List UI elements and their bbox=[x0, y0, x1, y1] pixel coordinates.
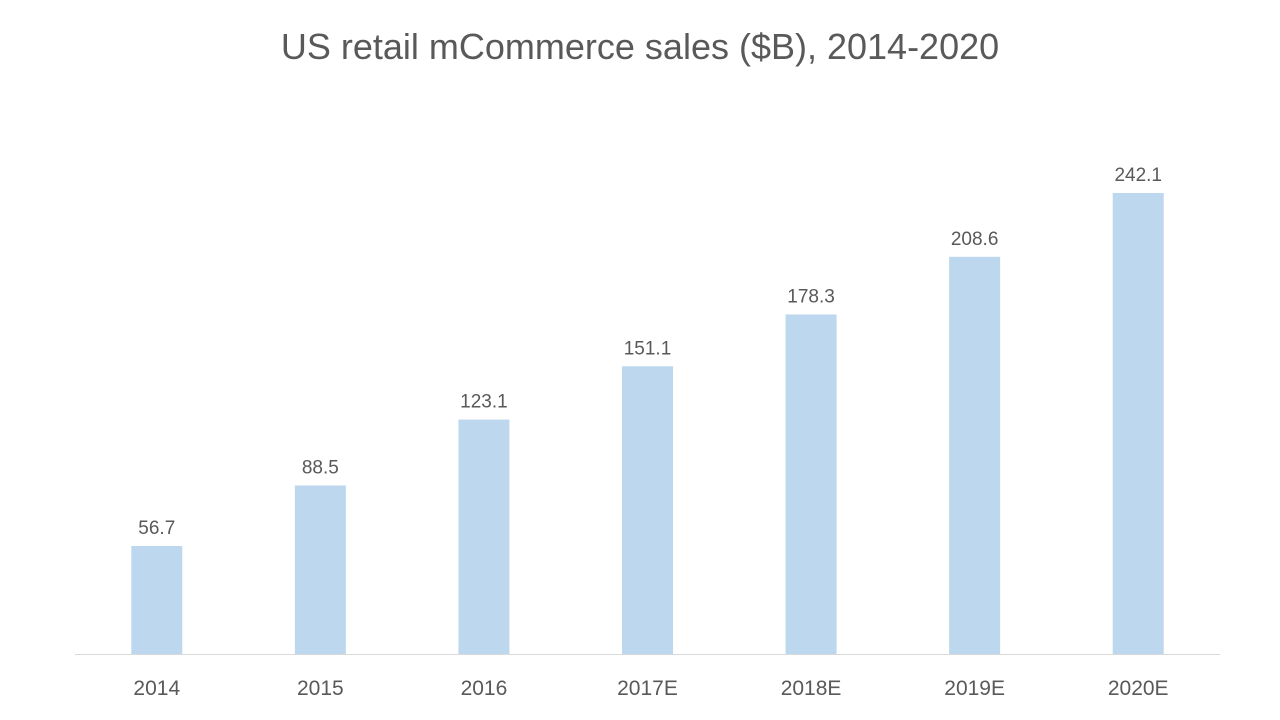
bar-2018e bbox=[785, 314, 837, 654]
bar-2016 bbox=[458, 419, 510, 654]
bar-2017e bbox=[622, 366, 673, 654]
bar-2020e bbox=[1112, 193, 1164, 654]
chart-title: US retail mCommerce sales ($B), 2014-202… bbox=[280, 26, 1000, 67]
x-tick-label-2016: 2016 bbox=[461, 677, 508, 700]
data-label-2015: 88.5 bbox=[302, 457, 339, 478]
x-tick-label-2015: 2015 bbox=[297, 677, 344, 700]
data-label-2020e: 242.1 bbox=[1114, 165, 1162, 186]
data-labels-layer: 56.7 88.5 123.1 151.1 178.3 208.6 242.1 bbox=[138, 165, 1162, 539]
data-label-2018e: 178.3 bbox=[787, 286, 835, 307]
x-tick-label-2017e: 2017E bbox=[617, 677, 678, 700]
bar-2015 bbox=[294, 485, 346, 654]
data-label-2016: 123.1 bbox=[460, 392, 508, 413]
x-axis-tick-labels: 2014 2015 2016 2017E 2018E 2019E 2020E bbox=[133, 677, 1168, 700]
data-label-2017e: 151.1 bbox=[624, 338, 672, 359]
x-tick-label-2019e: 2019E bbox=[944, 677, 1005, 700]
data-label-2019e: 208.6 bbox=[951, 229, 999, 250]
bars-layer bbox=[131, 193, 1164, 654]
bar-2014 bbox=[131, 546, 183, 654]
x-tick-label-2018e: 2018E bbox=[781, 677, 842, 700]
x-tick-label-2014: 2014 bbox=[133, 677, 180, 700]
x-tick-label-2020e: 2020E bbox=[1108, 677, 1169, 700]
data-label-2014: 56.7 bbox=[138, 518, 175, 539]
bar-2019e bbox=[949, 256, 1001, 654]
